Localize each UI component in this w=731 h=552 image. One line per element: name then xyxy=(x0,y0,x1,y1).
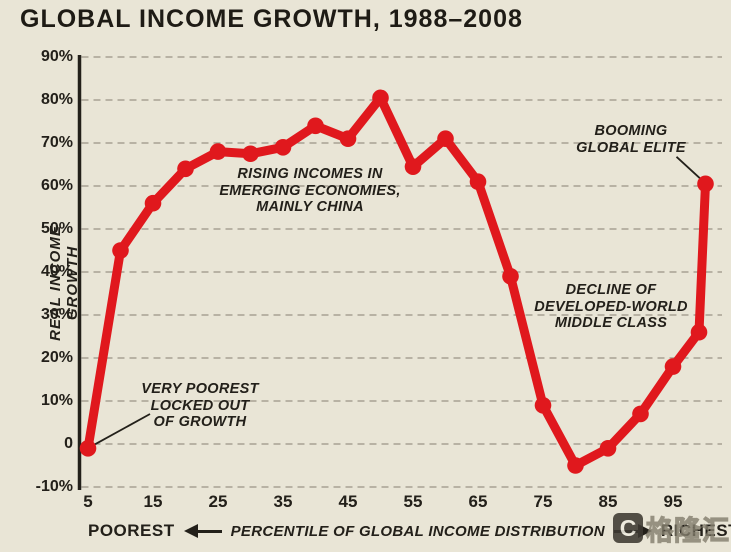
y-tick-label: 80% xyxy=(40,91,73,108)
annotation-line: EMERGING ECONOMIES, xyxy=(219,182,401,199)
chart-title: GLOBAL INCOME GROWTH, 1988–2008 xyxy=(20,5,523,33)
annotation-line: VERY POOREST xyxy=(141,381,259,397)
data-point xyxy=(307,117,324,135)
leader-line-poorest xyxy=(94,413,151,446)
x-tick-label: 45 xyxy=(338,492,358,511)
y-tick-label: 60% xyxy=(40,177,73,194)
x-tick-label: 5 xyxy=(83,492,93,511)
data-point xyxy=(567,457,584,474)
y-tick-label: 10% xyxy=(40,392,73,409)
annotation-line: LOCKED OUT xyxy=(150,397,250,414)
data-point xyxy=(697,175,714,193)
data-point xyxy=(79,440,97,457)
data-point xyxy=(664,358,682,375)
y-tick-label: -10% xyxy=(35,478,73,495)
x-tick-label: 35 xyxy=(273,492,293,511)
data-point xyxy=(632,405,649,423)
leader-line-elite xyxy=(675,156,702,180)
x-tick-label: 85 xyxy=(598,492,618,511)
annotation-line: DECLINE OF xyxy=(565,282,657,298)
y-tick-label: 20% xyxy=(40,349,73,366)
annotation-rising-incomes: RISING INCOMES IN EMERGING ECONOMIES, MA… xyxy=(219,166,400,216)
legend-richest-label: RICHEST xyxy=(660,521,731,540)
data-point xyxy=(242,145,259,163)
watermark-logo-icon: C xyxy=(613,513,643,543)
arrow-left-icon xyxy=(183,524,222,538)
data-point xyxy=(274,139,292,156)
x-tick-label: 95 xyxy=(663,492,683,511)
data-point xyxy=(112,242,129,259)
annotation-booming-elite: BOOMING GLOBAL ELITE xyxy=(576,123,686,156)
data-point xyxy=(502,268,519,285)
x-tick-label: 65 xyxy=(468,492,488,511)
x-tick-label: 55 xyxy=(403,492,423,511)
data-point xyxy=(339,130,357,147)
y-tick-label: 30% xyxy=(40,306,73,323)
data-point xyxy=(437,130,454,147)
data-point xyxy=(209,143,227,160)
y-tick-label: 90% xyxy=(40,48,73,65)
x-tick-label: 15 xyxy=(143,492,163,511)
annotation-line: GLOBAL ELITE xyxy=(576,139,686,156)
annotation-line: MAINLY CHINA xyxy=(256,199,364,215)
annotation-very-poorest: VERY POOREST LOCKED OUT OF GROWTH xyxy=(141,381,259,431)
data-point xyxy=(469,173,487,190)
data-point xyxy=(599,440,617,457)
y-tick-label: 70% xyxy=(40,134,73,151)
y-tick-label: 50% xyxy=(40,220,73,237)
annotation-decline-middle-class: DECLINE OF DEVELOPED-WORLD MIDDLE CLASS xyxy=(534,282,688,332)
x-axis-legend: POOREST PERCENTILE OF GLOBAL INCOME DIST… xyxy=(88,520,731,542)
annotation-line: DEVELOPED-WORLD xyxy=(534,298,688,315)
data-point xyxy=(404,158,422,175)
x-tick-label: 25 xyxy=(208,492,228,511)
data-point xyxy=(690,323,708,341)
legend-axis-label: PERCENTILE OF GLOBAL INCOME DISTRIBUTION xyxy=(230,522,605,540)
annotation-line: OF GROWTH xyxy=(153,414,247,430)
legend-poorest-label: POOREST xyxy=(88,521,175,540)
annotation-line: MIDDLE CLASS xyxy=(554,315,668,331)
x-tick-label: 75 xyxy=(533,492,553,511)
data-point xyxy=(534,397,552,414)
data-point xyxy=(177,160,194,178)
annotation-line: RISING INCOMES IN xyxy=(237,166,383,182)
watermark: C 格隆汇 xyxy=(613,511,730,546)
y-tick-label: 40% xyxy=(40,263,73,280)
watermark-brand-text: 格隆汇 xyxy=(645,515,730,546)
y-tick-label: 0 xyxy=(64,435,73,452)
data-point xyxy=(372,89,389,107)
data-point xyxy=(144,194,162,212)
annotation-line: BOOMING xyxy=(594,123,668,139)
